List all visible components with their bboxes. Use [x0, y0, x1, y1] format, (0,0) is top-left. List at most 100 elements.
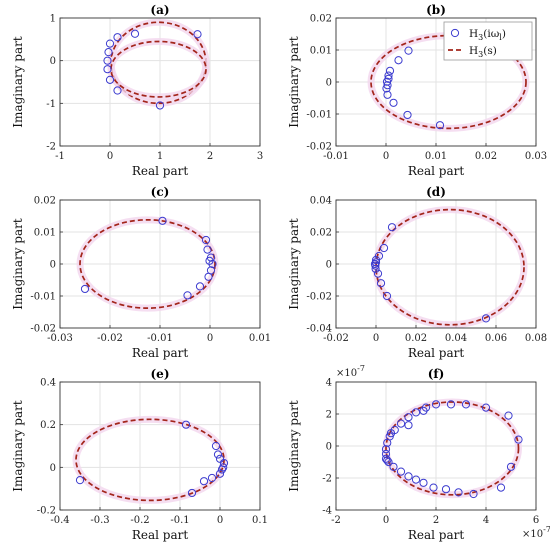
data-point	[104, 48, 113, 57]
panel-title: (a)	[150, 3, 169, 17]
data-point	[441, 485, 451, 494]
legend-label-2: H3(s)	[469, 45, 497, 59]
data-point	[481, 403, 491, 412]
x-tick-label: 2	[433, 515, 439, 526]
data-point	[454, 488, 463, 497]
x-exponent-label: ×10-7	[522, 525, 550, 540]
panel-c: -0.03 -0.02 -0.01 0 0.01-0.02-0.0100.010.02(…	[11, 185, 271, 360]
panel-b: -0.01 0 0.01 0.02 0.03-0.02-0.0100.010.02(b)…	[287, 3, 547, 178]
data-point	[506, 462, 516, 471]
data-point	[404, 472, 413, 481]
data-point	[446, 400, 456, 409]
data-point	[103, 56, 112, 65]
y-tick-label: 0.02	[310, 14, 332, 25]
y-tick-label: 0	[50, 463, 56, 474]
x-tick-label: 6	[533, 515, 539, 526]
x-tick-label: 3	[257, 151, 263, 162]
data-point	[404, 421, 413, 430]
data-point	[514, 435, 523, 444]
model-curve	[375, 208, 525, 326]
x-tick-label: -0.4	[50, 515, 69, 526]
legend-box	[443, 21, 533, 61]
x-tick-label: 0.04	[445, 333, 467, 344]
x-tick-label: -0.1	[170, 515, 189, 526]
data-point	[404, 46, 413, 55]
x-tick-label: -0.01	[323, 151, 349, 162]
model-curve	[385, 401, 520, 496]
y-tick-label: -0.02	[306, 292, 332, 303]
data-point	[504, 411, 513, 420]
data-point	[75, 476, 85, 485]
data-point	[113, 86, 122, 95]
data-point	[373, 269, 383, 278]
x-tick-label: 0	[383, 515, 389, 526]
axes-box	[335, 381, 537, 511]
axes-box	[59, 381, 261, 511]
data-point	[431, 400, 441, 409]
x-tick-label: -0.3	[90, 515, 109, 526]
x-axis-label: Real part	[408, 346, 465, 360]
data-layer	[381, 398, 523, 499]
data-point	[385, 66, 395, 75]
axes-box	[59, 17, 261, 147]
x-tick-label: 0	[207, 333, 213, 344]
data-point	[181, 420, 191, 429]
panel-title: (f)	[428, 367, 445, 381]
data-point	[383, 456, 392, 465]
y-tick-label: 0	[50, 56, 56, 67]
y-tick-label: -1	[46, 99, 56, 110]
y-tick-label: 4	[326, 378, 332, 389]
x-tick-label: 0	[217, 515, 223, 526]
data-point	[103, 65, 112, 74]
x-tick-label: -0.02	[97, 333, 123, 344]
data-point	[419, 406, 428, 415]
data-point	[381, 445, 391, 454]
data-point	[389, 462, 398, 471]
data-point	[403, 110, 412, 120]
model-curve	[79, 218, 216, 310]
data-point	[207, 473, 217, 483]
y-tick-label: -4	[322, 506, 332, 517]
data-point	[371, 258, 381, 267]
x-tick-label: 0	[383, 151, 389, 162]
data-point	[411, 475, 421, 484]
panel-e: -0.4 -0.3 -0.2 -0.1 0 0.1 -0.2 0 0.2 0.4 (e) Real p…	[11, 367, 268, 542]
data-point	[201, 235, 211, 245]
data-point	[80, 284, 90, 294]
data-point	[396, 467, 406, 476]
x-tick-label: 0.1	[252, 515, 268, 526]
data-layer	[370, 206, 528, 328]
data-point	[382, 84, 391, 93]
y-tick-label: -0.2	[37, 506, 56, 517]
data-layer	[72, 415, 229, 504]
axes-box	[335, 199, 537, 329]
data-point	[193, 30, 202, 39]
y-tick-label: -2	[46, 142, 56, 153]
x-tick-label: 0.08	[525, 333, 547, 344]
y-axis-label: Imaginary part	[11, 218, 25, 310]
legend-marker-icon	[450, 28, 460, 38]
data-point	[419, 478, 428, 487]
data-layer	[76, 216, 219, 312]
data-point	[371, 261, 380, 270]
data-point	[105, 39, 115, 48]
data-point	[461, 400, 471, 409]
y-tick-label: 0	[326, 260, 332, 271]
y-tick-label: 0	[326, 78, 332, 89]
data-point	[155, 101, 165, 110]
y-exponent-label: ×10-7	[336, 364, 365, 379]
legend: H3(iωl) H3(s)	[443, 21, 533, 61]
data-point	[411, 408, 421, 417]
data-point	[376, 279, 386, 288]
data-point	[211, 441, 221, 451]
axes-box	[335, 17, 537, 147]
x-tick-label: 0.02	[475, 151, 497, 162]
x-tick-label: 0.06	[485, 333, 507, 344]
data-point	[496, 483, 506, 492]
y-tick-label: 0.04	[310, 196, 332, 207]
legend-label-1: H3(iωl)	[469, 28, 506, 42]
x-tick-label: 0.01	[249, 333, 271, 344]
x-tick-label: -0.01	[147, 333, 173, 344]
data-point	[404, 413, 413, 422]
